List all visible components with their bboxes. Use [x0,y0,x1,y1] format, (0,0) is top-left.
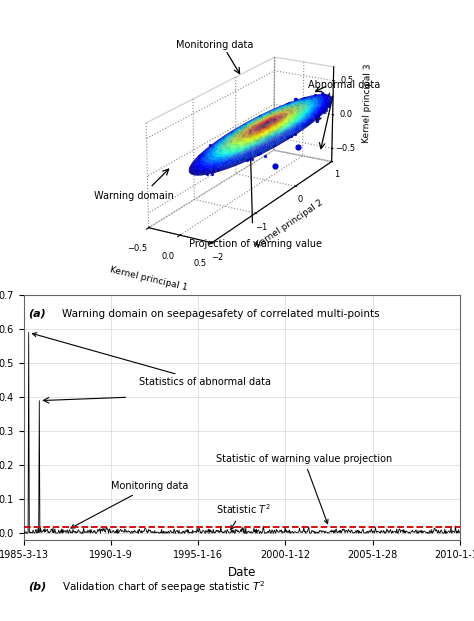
Text: Statistic $T^2$: Statistic $T^2$ [216,502,271,530]
X-axis label: Date: Date [228,566,256,579]
Y-axis label: Kernel principal 2: Kernel principal 2 [254,197,325,250]
Text: Projection of warning value: Projection of warning value [189,240,322,250]
Text: Monitoring data: Monitoring data [176,40,254,50]
Text: Monitoring data: Monitoring data [71,481,188,528]
Text: (b): (b) [28,582,47,592]
Text: Validation chart of seepage statistic $T^2$: Validation chart of seepage statistic $T… [62,579,265,595]
Text: Warning domain on seepagesafety of correlated multi-points: Warning domain on seepagesafety of corre… [62,309,379,319]
Text: Statistics of abnormal data: Statistics of abnormal data [33,333,271,388]
Text: (a): (a) [28,309,46,319]
Text: Abnormal data: Abnormal data [308,80,380,90]
X-axis label: Kernel principal 1: Kernel principal 1 [109,265,189,292]
Text: Warning domain: Warning domain [94,191,174,201]
Text: Statistic of warning value projection: Statistic of warning value projection [216,454,392,524]
